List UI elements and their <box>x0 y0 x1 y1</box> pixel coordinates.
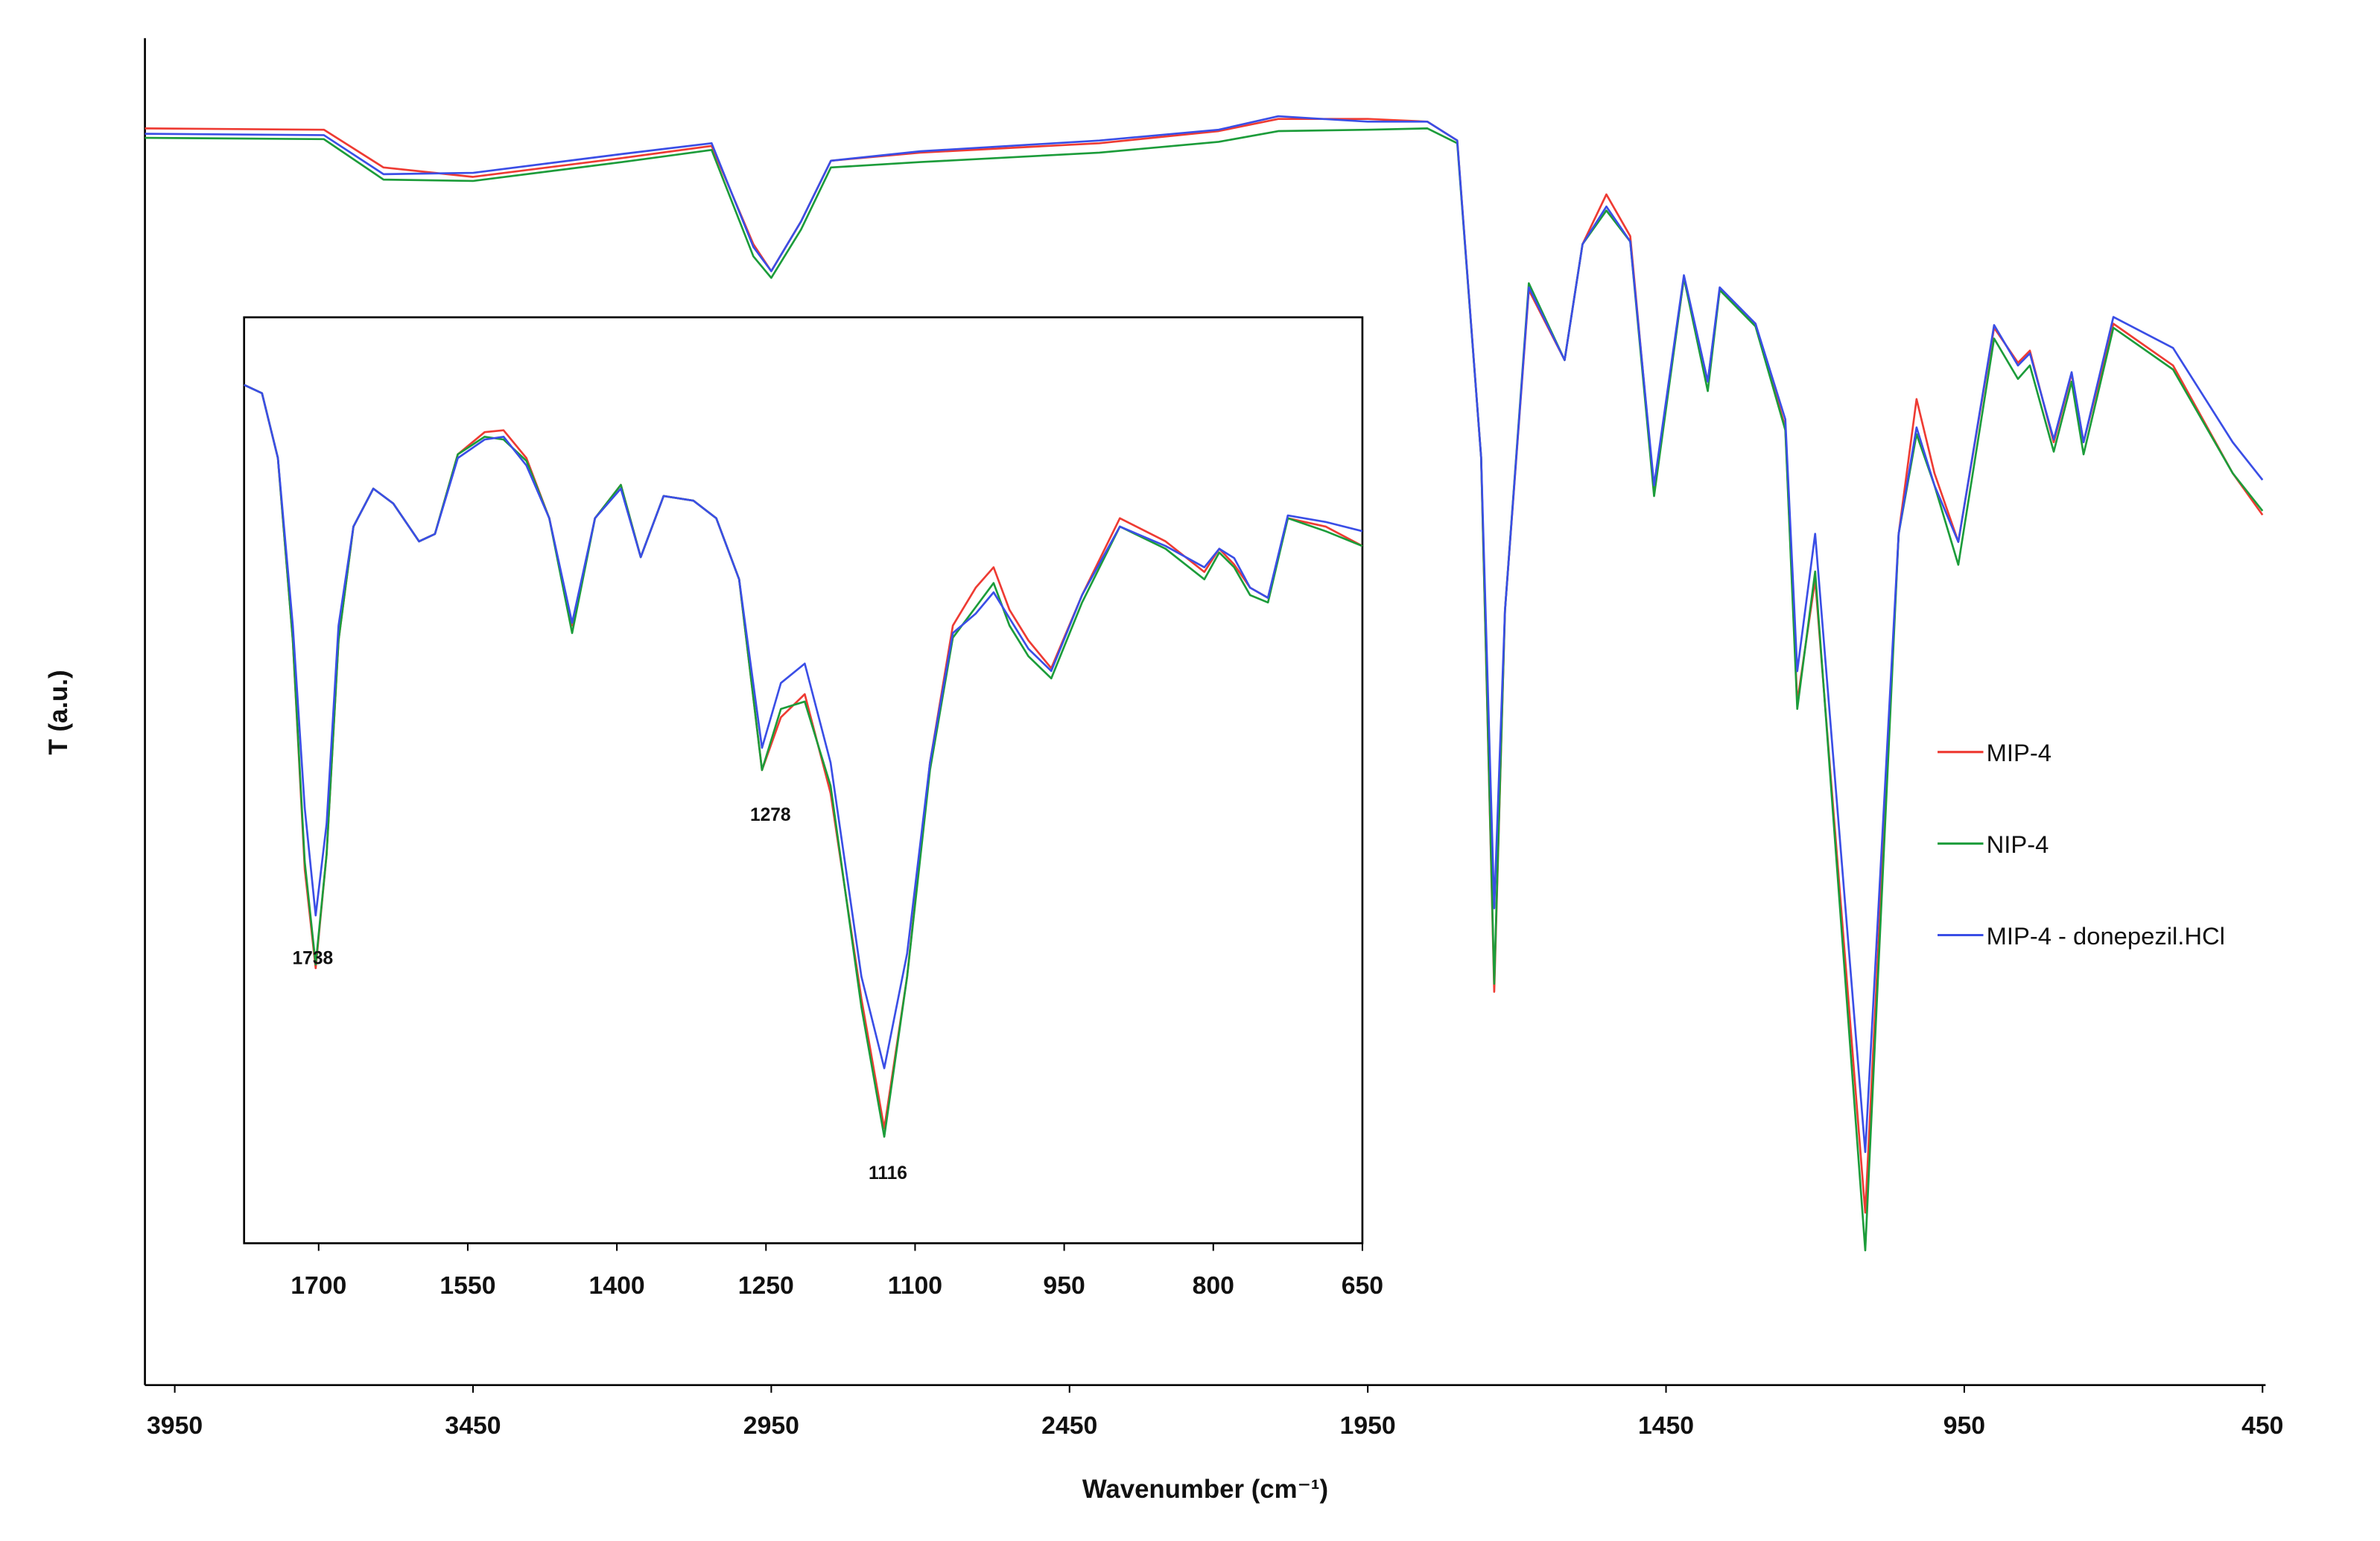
x-axis-title: Wavenumber (cm⁻¹) <box>1082 1475 1328 1504</box>
x-tick-label: 1450 <box>1638 1411 1694 1440</box>
y-axis-title: T (a.u.) <box>44 670 73 754</box>
spectrum-line <box>244 384 1363 1070</box>
x-tick-label: 1700 <box>291 1271 346 1300</box>
x-tick-label: 3450 <box>445 1411 501 1440</box>
peak-annotation: 1116 <box>869 1163 907 1183</box>
x-tick-label: 1950 <box>1340 1411 1396 1440</box>
x-tick-label: 1100 <box>888 1271 942 1300</box>
spectrum-line <box>145 115 2264 1154</box>
legend-label: MIP-4 - donepezil.HCl <box>1987 922 2225 950</box>
x-tick-label: 800 <box>1193 1271 1234 1300</box>
x-tick-label: 1250 <box>738 1271 794 1300</box>
x-tick-label: 950 <box>1943 1411 1985 1440</box>
x-tick-label: 650 <box>1342 1271 1383 1300</box>
legend-label: NIP-4 <box>1987 830 2049 858</box>
main-plot: 3950 3450 2950 2450 1950 1450 950 450 MIP-4 NIP-4… <box>144 38 2283 1440</box>
x-tick-label: 450 <box>2241 1411 2283 1440</box>
x-tick-label: 950 <box>1043 1271 1085 1300</box>
x-tick-label: 1550 <box>439 1271 495 1300</box>
inset-frame <box>243 316 1364 1245</box>
x-tick-label: 2450 <box>1041 1411 1097 1440</box>
legend-label: MIP-4 <box>1987 739 2051 766</box>
x-tick-label: 3950 <box>147 1411 203 1440</box>
spectrum-line <box>145 127 2264 1252</box>
x-tick-label: 1400 <box>589 1271 645 1300</box>
x-tick-label: 2950 <box>743 1411 799 1440</box>
peak-annotation: 1278 <box>750 805 791 825</box>
peak-annotation: 1738 <box>293 948 334 968</box>
inset-plot: 1700 1550 1400 1250 1100 950 800 650 1738 1278 111… <box>243 316 1383 1300</box>
